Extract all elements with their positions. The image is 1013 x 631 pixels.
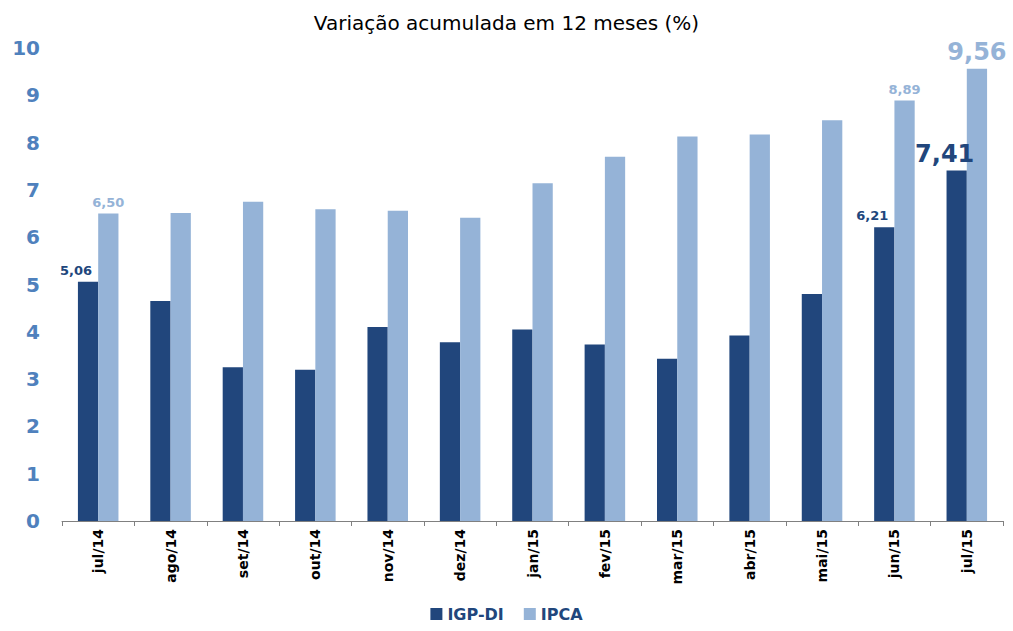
svg-text:9,56: 9,56 bbox=[947, 38, 1006, 66]
svg-text:jul/14: jul/14 bbox=[90, 529, 106, 574]
svg-text:6,21: 6,21 bbox=[856, 208, 888, 223]
svg-text:5,06: 5,06 bbox=[60, 263, 92, 278]
svg-text:set/14: set/14 bbox=[235, 529, 251, 578]
svg-text:mai/15: mai/15 bbox=[814, 529, 830, 582]
svg-text:dez/14: dez/14 bbox=[452, 529, 468, 582]
svg-text:nov/14: nov/14 bbox=[380, 529, 396, 583]
svg-text:7,41: 7,41 bbox=[915, 140, 974, 168]
svg-text:jan/15: jan/15 bbox=[525, 529, 541, 579]
svg-text:8: 8 bbox=[26, 131, 40, 155]
svg-text:3: 3 bbox=[26, 367, 40, 391]
svg-text:mar/15: mar/15 bbox=[669, 529, 685, 585]
svg-text:8,89: 8,89 bbox=[889, 82, 921, 97]
svg-text:6,50: 6,50 bbox=[92, 195, 124, 210]
svg-text:Variação acumulada em 12 meses: Variação acumulada em 12 meses (%) bbox=[314, 11, 699, 35]
svg-text:out/14: out/14 bbox=[307, 529, 323, 580]
svg-text:IPCA: IPCA bbox=[541, 605, 583, 624]
svg-text:IGP-DI: IGP-DI bbox=[447, 605, 503, 624]
svg-text:5: 5 bbox=[26, 273, 40, 297]
svg-text:6: 6 bbox=[26, 225, 40, 249]
svg-text:9: 9 bbox=[26, 83, 40, 107]
svg-text:1: 1 bbox=[26, 462, 40, 486]
svg-text:7: 7 bbox=[26, 178, 40, 202]
svg-text:10: 10 bbox=[12, 36, 40, 60]
svg-text:4: 4 bbox=[26, 320, 40, 344]
svg-text:fev/15: fev/15 bbox=[597, 529, 613, 578]
svg-text:jun/15: jun/15 bbox=[886, 529, 902, 579]
svg-text:ago/14: ago/14 bbox=[163, 529, 179, 583]
svg-text:abr/15: abr/15 bbox=[742, 529, 758, 580]
svg-text:2: 2 bbox=[26, 414, 40, 438]
svg-text:jul/15: jul/15 bbox=[959, 529, 975, 574]
svg-text:0: 0 bbox=[26, 509, 40, 533]
